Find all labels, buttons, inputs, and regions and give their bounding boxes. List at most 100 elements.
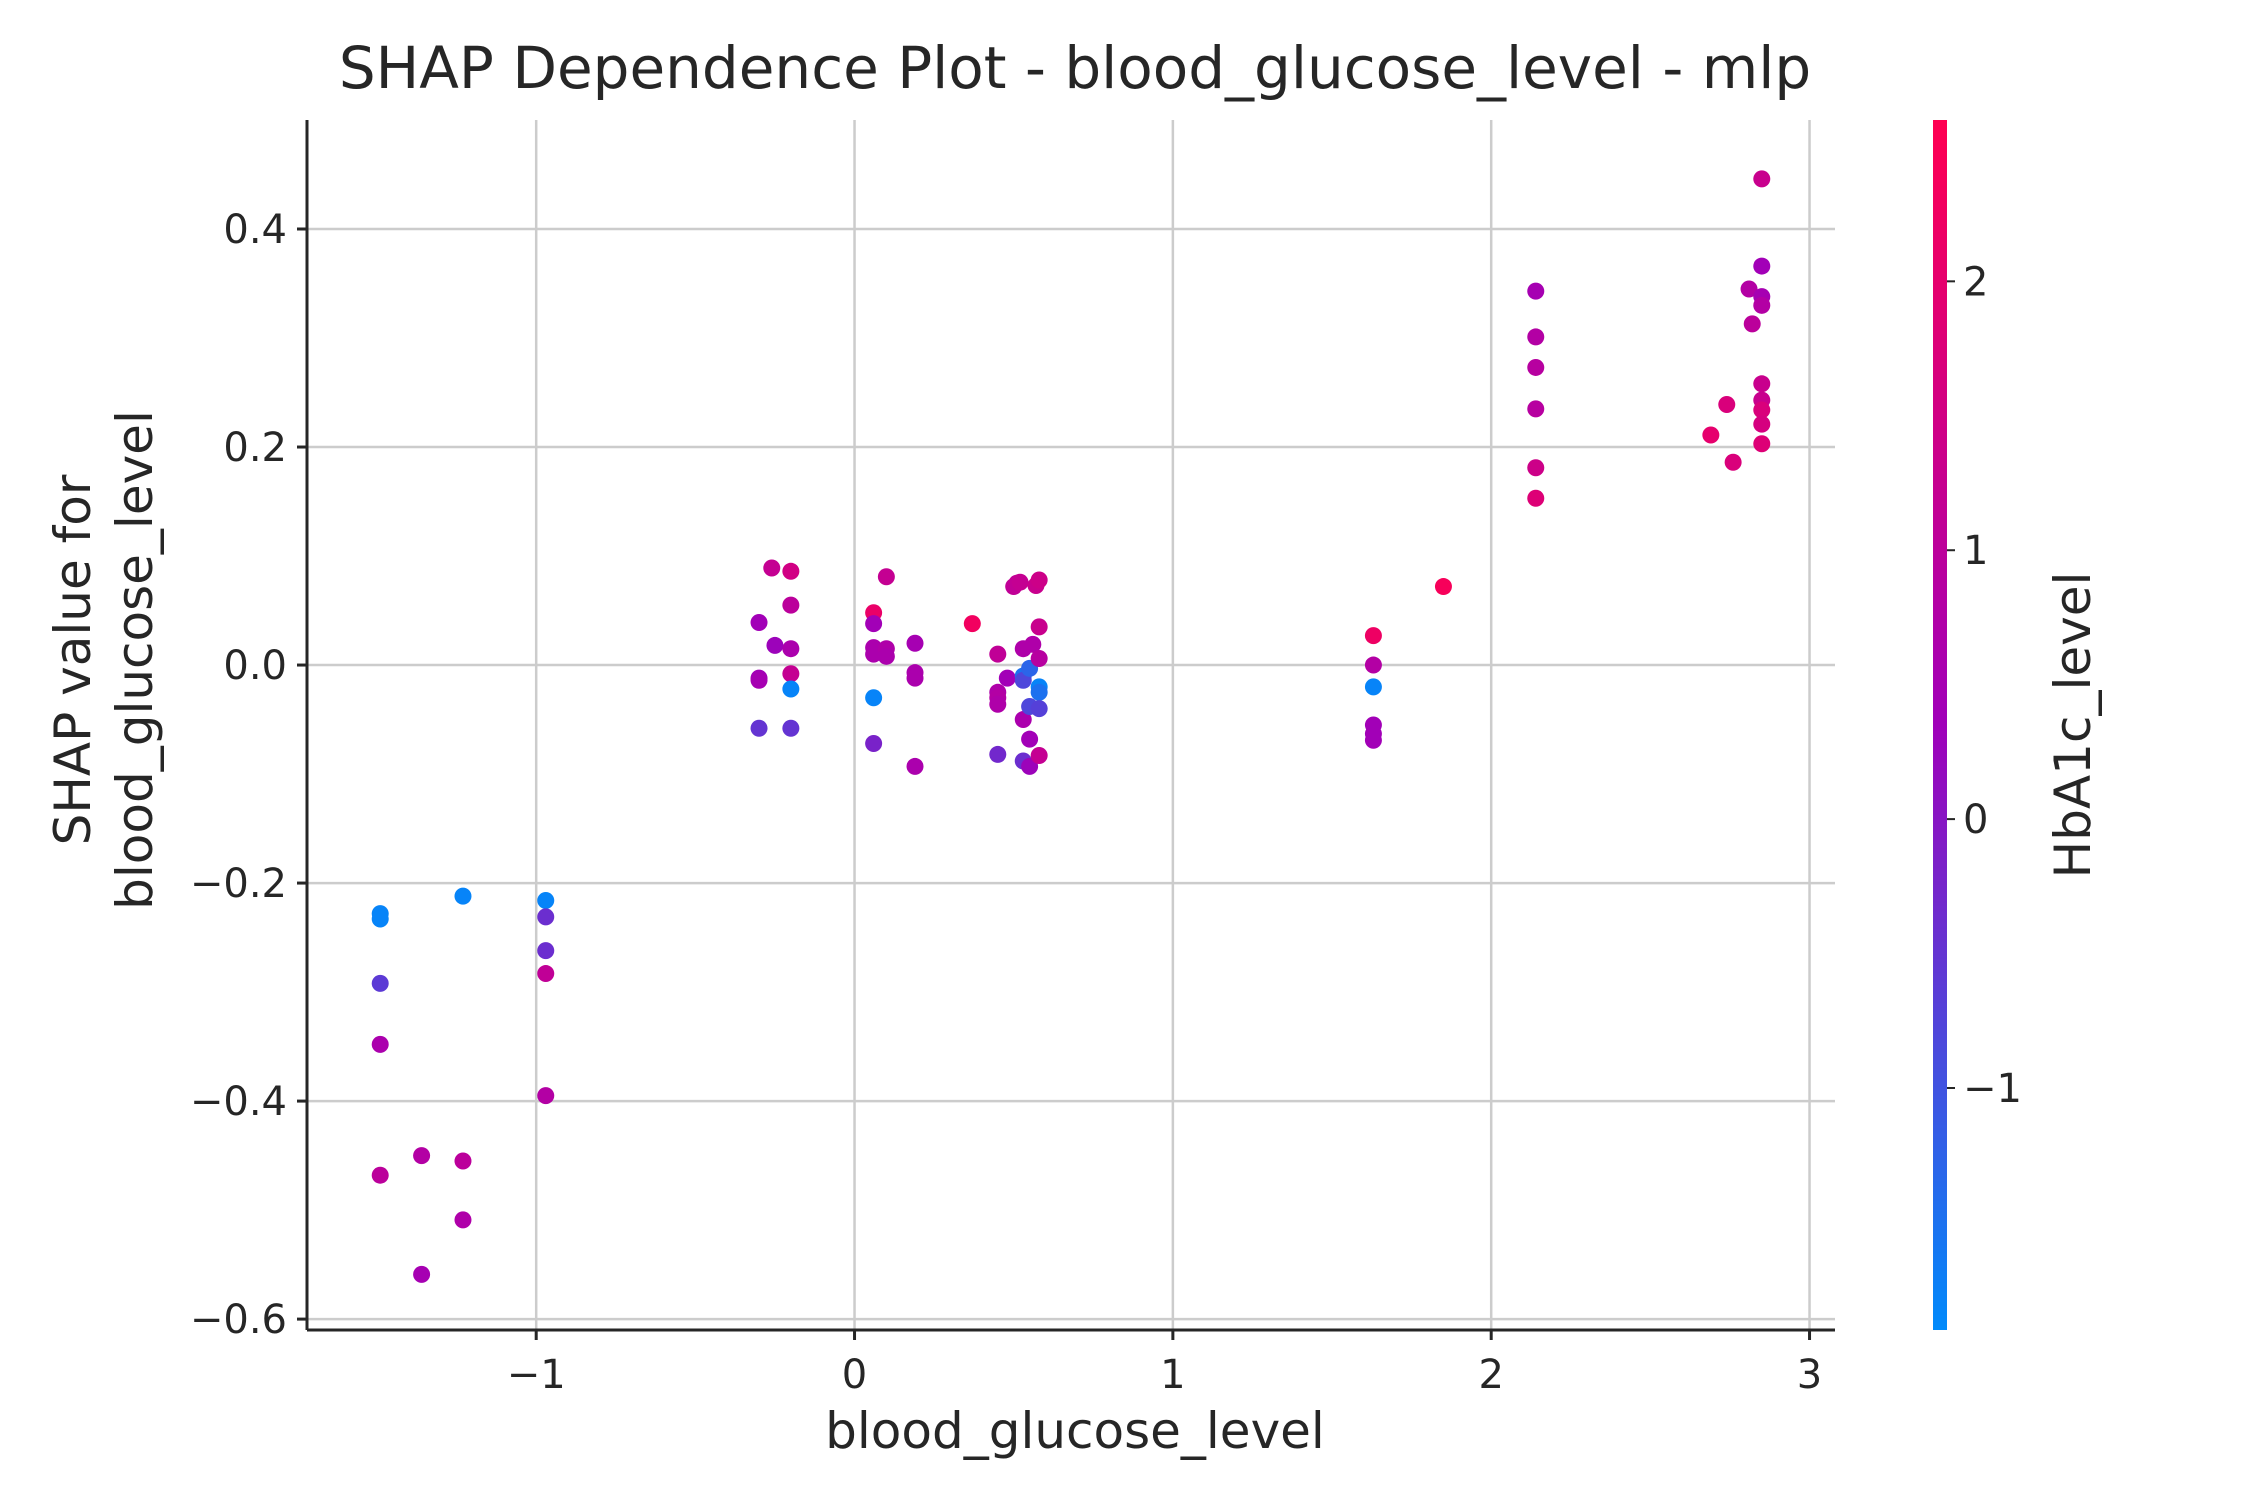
chart-title: SHAP Dependence Plot - blood_glucose_lev… xyxy=(339,34,1811,102)
scatter-point xyxy=(371,1035,389,1053)
scatter-point xyxy=(750,671,768,689)
scatter-point xyxy=(1011,573,1029,591)
colorbar-tick-label: 0 xyxy=(1963,797,1988,843)
scatter-point xyxy=(1030,618,1048,636)
scatter-point xyxy=(537,942,555,960)
scatter-point xyxy=(998,669,1016,687)
scatter-point xyxy=(1364,656,1382,674)
scatter-point xyxy=(877,568,895,586)
scatter-point xyxy=(1434,578,1452,596)
scatter-point xyxy=(454,887,472,905)
x-tick-label: 1 xyxy=(1160,1352,1185,1398)
colorbar-label: HbA1c_level xyxy=(2044,572,2102,879)
x-tick-label: 3 xyxy=(1797,1352,1822,1398)
colorbar-tick-label: 1 xyxy=(1963,528,1988,574)
scatter-point xyxy=(989,645,1007,663)
y-axis-label-line-1: SHAP value for xyxy=(44,474,102,845)
x-tick-label: 0 xyxy=(842,1352,867,1398)
scatter-point xyxy=(1364,627,1382,645)
scatter-point xyxy=(1743,315,1761,333)
x-tick-label: −1 xyxy=(507,1352,566,1398)
scatter-point xyxy=(865,645,883,663)
scatter-point xyxy=(1024,635,1042,653)
scatter-point xyxy=(865,689,883,707)
scatter-point xyxy=(537,965,555,983)
scatter-point xyxy=(413,1265,431,1283)
scatter-point xyxy=(989,745,1007,763)
scatter-point xyxy=(782,596,800,614)
scatter-point xyxy=(1527,459,1545,477)
scatter-point xyxy=(1527,400,1545,418)
scatter-point xyxy=(1527,328,1545,346)
scatter-point xyxy=(1753,296,1771,314)
y-tick-label: −0.4 xyxy=(190,1079,287,1125)
axes: −1 0 1 2 3 −0.6 −0.4 −0.2 0.0 0.2 0.4 xyxy=(190,120,1835,1398)
scatter-point xyxy=(1753,435,1771,453)
scatter-point xyxy=(782,680,800,698)
scatter-point xyxy=(454,1211,472,1229)
y-tick-label: 0.0 xyxy=(223,643,287,689)
scatter-point xyxy=(1753,257,1771,275)
scatter-point xyxy=(989,695,1007,713)
scatter-point xyxy=(1030,571,1048,589)
colorbar xyxy=(1933,120,1947,1330)
scatter-point xyxy=(750,614,768,632)
scatter-point xyxy=(1718,396,1736,414)
colorbar-tick-label: −1 xyxy=(1963,1066,2022,1112)
scatter-point xyxy=(1527,489,1545,507)
y-tick-label: 0.4 xyxy=(223,207,287,253)
scatter-point xyxy=(782,719,800,737)
scatter-point xyxy=(537,908,555,926)
scatter-point xyxy=(371,1166,389,1184)
y-axis-label-group: SHAP value for blood_glucose_level xyxy=(44,410,164,910)
scatter-point xyxy=(877,647,895,665)
scatter-point xyxy=(1030,683,1048,701)
scatter-point xyxy=(1702,426,1720,444)
scatter-point xyxy=(865,735,883,753)
colorbar-ticks: −1 0 1 2 xyxy=(1947,259,2022,1112)
scatter-point xyxy=(963,615,981,633)
scatter-point xyxy=(1740,280,1758,298)
scatter-point xyxy=(782,562,800,580)
scatter-point xyxy=(763,559,781,577)
scatter-point xyxy=(782,665,800,683)
x-tick-label: 2 xyxy=(1478,1352,1503,1398)
y-tick-label: −0.2 xyxy=(190,861,287,907)
scatter-point xyxy=(1364,731,1382,749)
scatter-point xyxy=(1030,747,1048,765)
scatter-point xyxy=(1527,358,1545,376)
colorbar-tick-label: 2 xyxy=(1963,259,1988,305)
scatter-point xyxy=(1021,730,1039,748)
scatter-point xyxy=(537,1087,555,1105)
scatter-point xyxy=(454,1152,472,1170)
scatter-point xyxy=(782,640,800,658)
y-tick-label: 0.2 xyxy=(223,425,287,471)
scatter-point xyxy=(413,1147,431,1165)
y-tick-label: −0.6 xyxy=(190,1297,287,1343)
scatter-point xyxy=(537,892,555,910)
grid-lines xyxy=(307,120,1835,1330)
scatter-point xyxy=(906,757,924,775)
scatter-point xyxy=(1753,375,1771,393)
scatter-point xyxy=(766,636,784,654)
scatter-point xyxy=(1030,700,1048,718)
scatter-point xyxy=(1753,401,1771,419)
scatter-point xyxy=(1527,282,1545,300)
x-axis-label: blood_glucose_level xyxy=(825,1402,1325,1460)
scatter-point xyxy=(906,634,924,652)
scatter-point xyxy=(371,974,389,992)
scatter-point xyxy=(1014,711,1032,729)
scatter-points xyxy=(371,170,1771,1283)
scatter-point xyxy=(1753,415,1771,433)
scatter-point xyxy=(1364,678,1382,696)
scatter-point xyxy=(1753,170,1771,188)
scatter-point xyxy=(1030,650,1048,668)
scatter-point xyxy=(906,669,924,687)
scatter-point xyxy=(865,615,883,633)
scatter-point xyxy=(371,910,389,928)
scatter-point xyxy=(750,719,768,737)
scatter-point xyxy=(1724,453,1742,471)
y-axis-label-line-2: blood_glucose_level xyxy=(106,410,164,910)
scatter-point xyxy=(1021,757,1039,775)
